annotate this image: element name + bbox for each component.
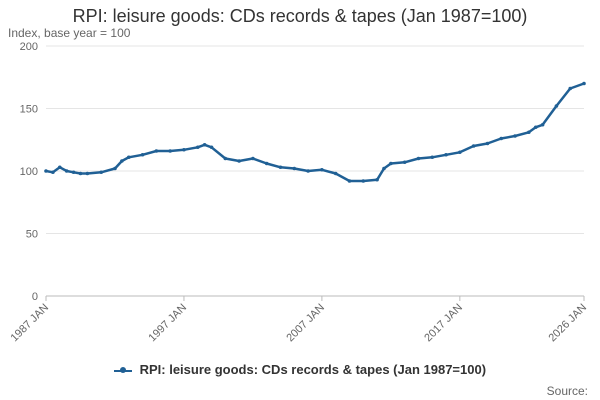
data-point: [85, 171, 90, 176]
data-point: [64, 169, 69, 173]
data-point: [251, 156, 255, 161]
y-tick-label: 100: [20, 166, 38, 178]
source-note: Source:: [546, 384, 588, 398]
x-axis: 1987 JAN 1997 JAN 2007 JAN 2017 JAN 2026 JAN: [8, 296, 589, 344]
data-point: [554, 104, 559, 108]
series-line: [45, 82, 585, 183]
y-tick-label: 0: [32, 291, 38, 303]
data-point: [71, 170, 76, 175]
x-tick-label: 2026 JAN: [546, 302, 589, 345]
x-tick-label: 2007 JAN: [284, 302, 327, 345]
data-point: [182, 147, 186, 152]
data-point: [485, 141, 490, 146]
data-point: [513, 134, 517, 138]
legend-line-icon: [113, 366, 132, 373]
data-point: [540, 122, 545, 127]
data-point: [375, 177, 379, 182]
data-point: [416, 156, 421, 161]
data-point: [278, 165, 283, 170]
y-axis-label: Index, base year = 100: [8, 26, 131, 40]
x-tick-label: 1997 JAN: [146, 302, 189, 345]
data-point: [264, 161, 269, 166]
data-point: [202, 142, 207, 147]
data-point: [458, 150, 462, 155]
data-point: [333, 171, 338, 176]
data-point: [382, 166, 386, 171]
data-point: [568, 86, 573, 91]
data-point: [57, 165, 62, 170]
data-point: [223, 156, 228, 161]
x-tick-label: 1987 JAN: [8, 302, 51, 345]
data-point: [51, 170, 55, 175]
data-point: [582, 81, 586, 86]
data-point: [99, 170, 103, 175]
data-point: [126, 155, 131, 160]
data-point: [361, 179, 366, 183]
data-point: [402, 160, 407, 165]
data-point: [527, 130, 531, 135]
y-axis-ticks: 0 50 100 150 200: [20, 41, 38, 303]
data-point: [430, 155, 435, 160]
data-point: [120, 159, 124, 163]
data-point: [292, 166, 297, 171]
data-point: [140, 152, 145, 157]
data-point: [209, 145, 214, 150]
data-point: [168, 149, 172, 153]
x-tick-label: 2017 JAN: [422, 302, 465, 345]
data-point: [471, 144, 476, 148]
data-point: [444, 152, 448, 157]
data-point: [306, 169, 310, 173]
data-point: [389, 161, 393, 166]
y-tick-label: 200: [20, 41, 38, 53]
data-point: [44, 169, 48, 173]
legend[interactable]: RPI: leisure goods: CDs records & tapes …: [0, 362, 600, 377]
data-point: [195, 145, 200, 150]
y-tick-label: 50: [26, 229, 38, 241]
data-point: [78, 171, 83, 176]
data-point: [113, 166, 117, 171]
chart-title: RPI: leisure goods: CDs records & tapes …: [72, 6, 528, 26]
series-group: [44, 81, 586, 183]
data-point: [320, 167, 324, 172]
data-point: [237, 159, 241, 163]
data-point: [499, 136, 504, 141]
data-point: [533, 125, 538, 130]
legend-label: RPI: leisure goods: CDs records & tapes …: [139, 362, 487, 377]
data-point: [154, 149, 159, 153]
y-tick-label: 150: [20, 104, 38, 116]
data-point: [347, 179, 352, 183]
